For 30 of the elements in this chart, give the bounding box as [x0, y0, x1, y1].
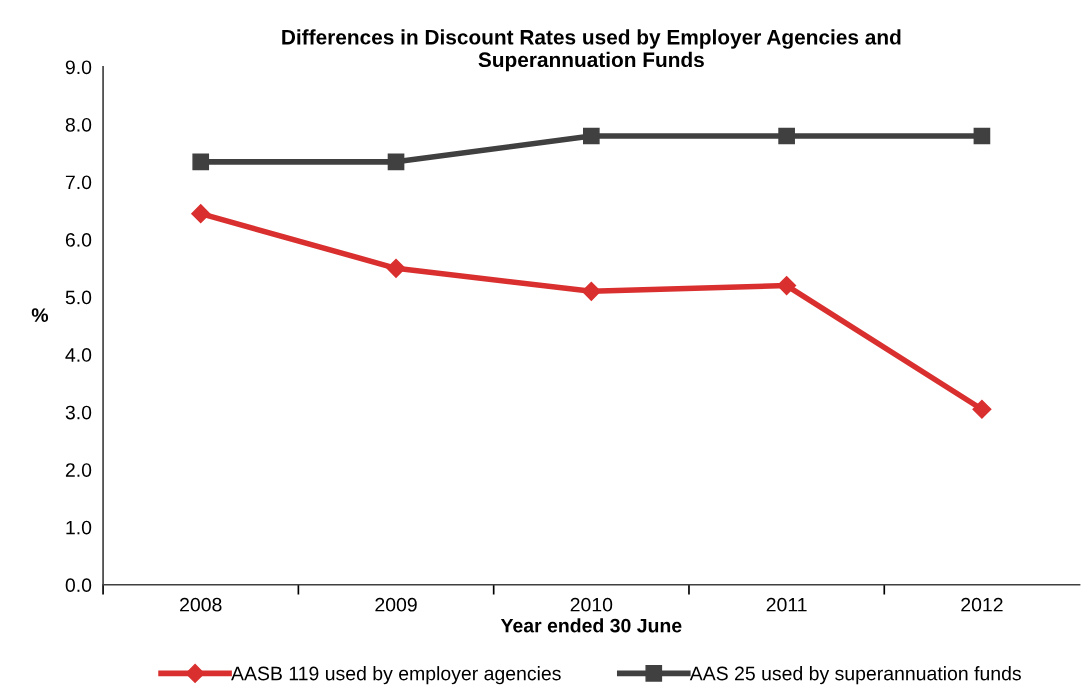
y-axis-title: %	[31, 308, 49, 322]
y-tick-label: 4.0	[65, 348, 92, 362]
x-tick-label: 2008	[180, 597, 222, 612]
x-tick-label: 2011	[766, 597, 807, 612]
x-tick-label: 2012	[961, 597, 1003, 612]
y-tick-label: 2.0	[65, 463, 92, 477]
point	[191, 204, 211, 224]
y-tick-label: 6.0	[65, 233, 92, 247]
x-tick-label: 2010	[570, 597, 613, 612]
point	[973, 127, 991, 145]
legend-label: AASB 119 used by employer agencies	[231, 666, 561, 685]
y-tick-label: 5.0	[65, 290, 92, 305]
point	[582, 127, 600, 145]
point	[778, 127, 795, 145]
y-tick-label: 0.0	[65, 578, 92, 593]
point	[581, 281, 601, 301]
x-tick-label: 2009	[375, 597, 417, 612]
y-tick-label: 1.0	[66, 520, 92, 535]
y-tick-label: 9.0	[65, 60, 92, 75]
point	[192, 153, 210, 171]
y-tick-label: 8.0	[65, 117, 92, 132]
point	[387, 153, 405, 171]
x-axis-title: Year ended 30 June	[500, 618, 682, 633]
point	[972, 399, 992, 419]
legend-label: AAS 25 used by superannuation funds	[689, 666, 1021, 685]
y-tick-label: 3.0	[65, 405, 92, 420]
y-tick-label: 7.0	[65, 175, 92, 190]
chart-title: Differences in Discount Rates used by Employer Agencies and Superannuation Funds	[282, 29, 901, 72]
point	[386, 258, 406, 278]
point	[777, 276, 797, 296]
